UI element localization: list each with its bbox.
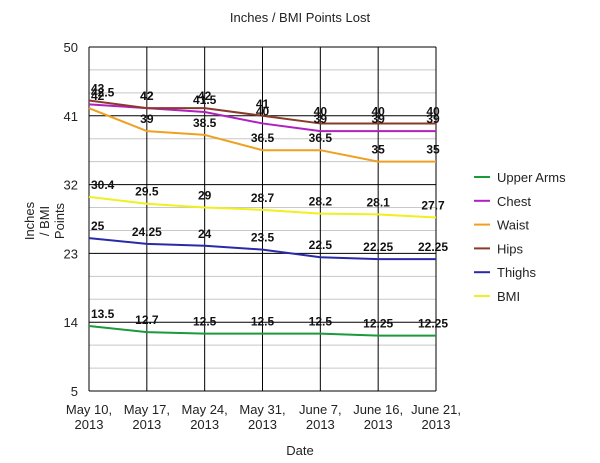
data-label-upper-arms: 12.25 [363,317,393,331]
series-line-waist [88,107,436,163]
data-label-thighs: 24.25 [132,225,162,239]
data-label-hips: 40 [371,104,385,118]
x-axis-title: Date [286,443,313,458]
x-tick-label: May 17, 2013 [124,402,170,432]
data-label-upper-arms: 12.5 [193,315,217,329]
data-label-chest: 41.5 [193,93,217,107]
data-label-waist: 39 [140,112,154,126]
data-label-chest: 39 [314,112,328,126]
y-axis-title: Inches/ BMIPoints [22,201,67,240]
data-label-waist: 35 [371,143,385,157]
data-label-hips: 42 [198,89,212,103]
data-label-upper-arms: 12.5 [309,315,333,329]
data-label-hips: 40 [426,104,440,118]
legend-entry: BMI [497,289,520,304]
x-tick-label: June 7, 2013 [299,402,342,432]
y-axis-title-text: Inches/ BMIPoints [22,201,67,240]
series-lines [88,99,437,337]
chart-title: Inches / BMI Points Lost [230,10,371,25]
data-label-bmi: 28.7 [251,191,275,205]
series-line-thighs [88,237,436,261]
x-tick-label: June 16, 2013 [353,402,403,432]
data-label-hips: 43 [91,82,105,96]
data-label-bmi: 28.1 [366,195,390,209]
data-label-bmi: 30.4 [91,178,115,192]
legend-entry: Upper Arms [497,170,566,185]
data-label-upper-arms: 12.5 [251,315,275,329]
y-tick-label: 14 [64,315,78,330]
data-label-waist: 35 [426,143,440,157]
data-label-hips: 41 [256,97,270,111]
y-tick-label: 41 [64,109,78,124]
data-label-bmi: 28.2 [309,195,333,209]
data-label-bmi: 27.7 [421,198,445,212]
data-label-hips: 42 [140,89,154,103]
data-label-waist: 36.5 [309,131,333,145]
series-line-hips [88,99,436,125]
legend-entry: Thighs [497,265,537,280]
x-tick-label: May 31, 2013 [239,402,285,432]
data-label-thighs: 22.25 [363,240,393,254]
legend-entry: Hips [497,241,524,256]
data-label-chest: 42 [140,89,154,103]
series-line-upper-arms [88,325,436,337]
y-axis-ticks: 5 14 23 32 41 50 [64,40,78,399]
data-label-chest: 39 [426,112,440,126]
y-tick-label: 23 [64,246,78,261]
data-label-upper-arms: 12.7 [135,313,159,327]
data-label-chest: 42.5 [91,85,115,99]
x-tick-label: May 10, 2013 [66,402,112,432]
data-label-bmi: 29.5 [135,185,159,199]
legend-entry: Waist [497,218,529,233]
data-label-waist: 36.5 [251,131,275,145]
legend-entry: Chest [497,194,531,209]
data-label-hips: 40 [314,104,328,118]
data-label-bmi: 29 [198,189,212,203]
data-label-waist: 38.5 [193,116,217,130]
data-label-upper-arms: 13.5 [91,307,115,321]
x-tick-label: June 21, 2013 [411,402,461,432]
x-axis-ticks: May 10, 2013 May 17, 2013 May 24, 2013 May 31,… [66,402,461,432]
y-tick-label: 32 [64,178,78,193]
grid-lines [88,46,437,392]
y-tick-label: 5 [71,384,78,399]
data-label-waist: 42 [91,89,105,103]
data-label-thighs: 23.5 [251,231,275,245]
y-tick-label: 50 [64,40,78,55]
data-label-thighs: 22.25 [418,240,448,254]
data-label-upper-arms: 12.25 [418,317,448,331]
data-label-thighs: 22.5 [309,238,333,252]
data-label-chest: 40 [256,104,270,118]
data-label-thighs: 24 [198,227,212,241]
data-label-chest: 39 [371,112,385,126]
x-tick-label: May 24, 2013 [182,402,228,432]
legend: Upper Arms Chest Waist Hips Thighs BMI [474,170,566,304]
series-line-bmi [88,195,437,219]
data-label-thighs: 25 [91,219,105,233]
